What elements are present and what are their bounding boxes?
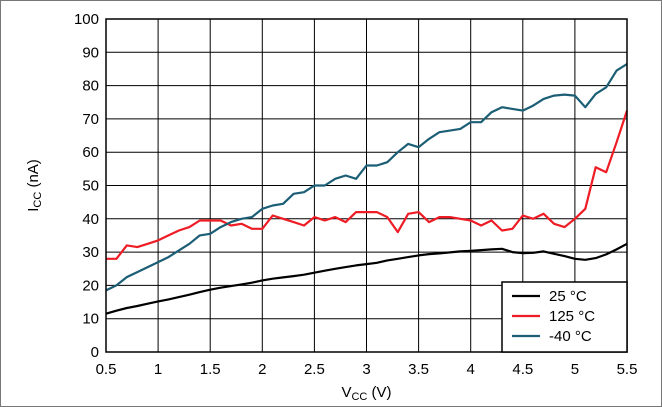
series-layer: [105, 63, 629, 315]
legend: 25 °C 125 °C -40 °C: [501, 281, 628, 353]
y-tick-label: 30: [82, 244, 99, 261]
y-tick-label: 100: [74, 11, 99, 28]
y-tick-label: 50: [82, 178, 99, 195]
x-tick-label: 5.5: [617, 361, 638, 378]
plot-border: [105, 18, 628, 353]
x-axis-label-main: V: [341, 384, 351, 401]
legend-label-0: 25 °C: [549, 288, 587, 305]
x-axis-label-sub: CC: [351, 391, 367, 403]
x-tick-label: 5: [571, 361, 579, 378]
x-tick-label: 2: [258, 361, 266, 378]
x-tick-label: 3.5: [408, 361, 429, 378]
y-tick-label: 20: [82, 277, 99, 294]
y-tick-label: 10: [82, 311, 99, 328]
series-line-1: [106, 110, 629, 260]
legend-label-1: 125 °C: [549, 308, 595, 325]
y-tick-labels: 0 10 20 30 40 50 60 70 80 90 100: [74, 11, 99, 361]
y-tick-label: 0: [91, 344, 99, 361]
x-tick-labels: 0.5 1 1.5 2 2.5 3 3.5 4 4.5 5 5.5: [96, 361, 638, 378]
x-axis-label: VCC (V): [341, 384, 391, 403]
x-tick-label: 1.5: [200, 361, 221, 378]
y-tick-label: 90: [82, 44, 99, 61]
y-tick-label: 70: [82, 111, 99, 128]
x-tick-label: 3: [362, 361, 370, 378]
x-tick-label: 4.5: [512, 361, 533, 378]
x-axis-label-unit: (V): [367, 384, 391, 401]
y-tick-label: 80: [82, 78, 99, 95]
y-tick-label: 60: [82, 144, 99, 161]
x-tick-label: 0.5: [96, 361, 117, 378]
legend-label-2: -40 °C: [549, 328, 592, 345]
series-line-2: [105, 63, 628, 292]
x-tick-label: 1: [154, 361, 162, 378]
y-axis-label: ICC (nA): [25, 159, 44, 212]
x-tick-label: 2.5: [304, 361, 325, 378]
series-line-0: [105, 242, 628, 315]
y-axis-label-sub: CC: [32, 192, 44, 208]
y-axis-label-unit: (nA): [25, 159, 42, 192]
y-tick-label: 40: [82, 211, 99, 228]
x-tick-label: 4: [467, 361, 475, 378]
y-axis-label-main: I: [25, 208, 42, 212]
